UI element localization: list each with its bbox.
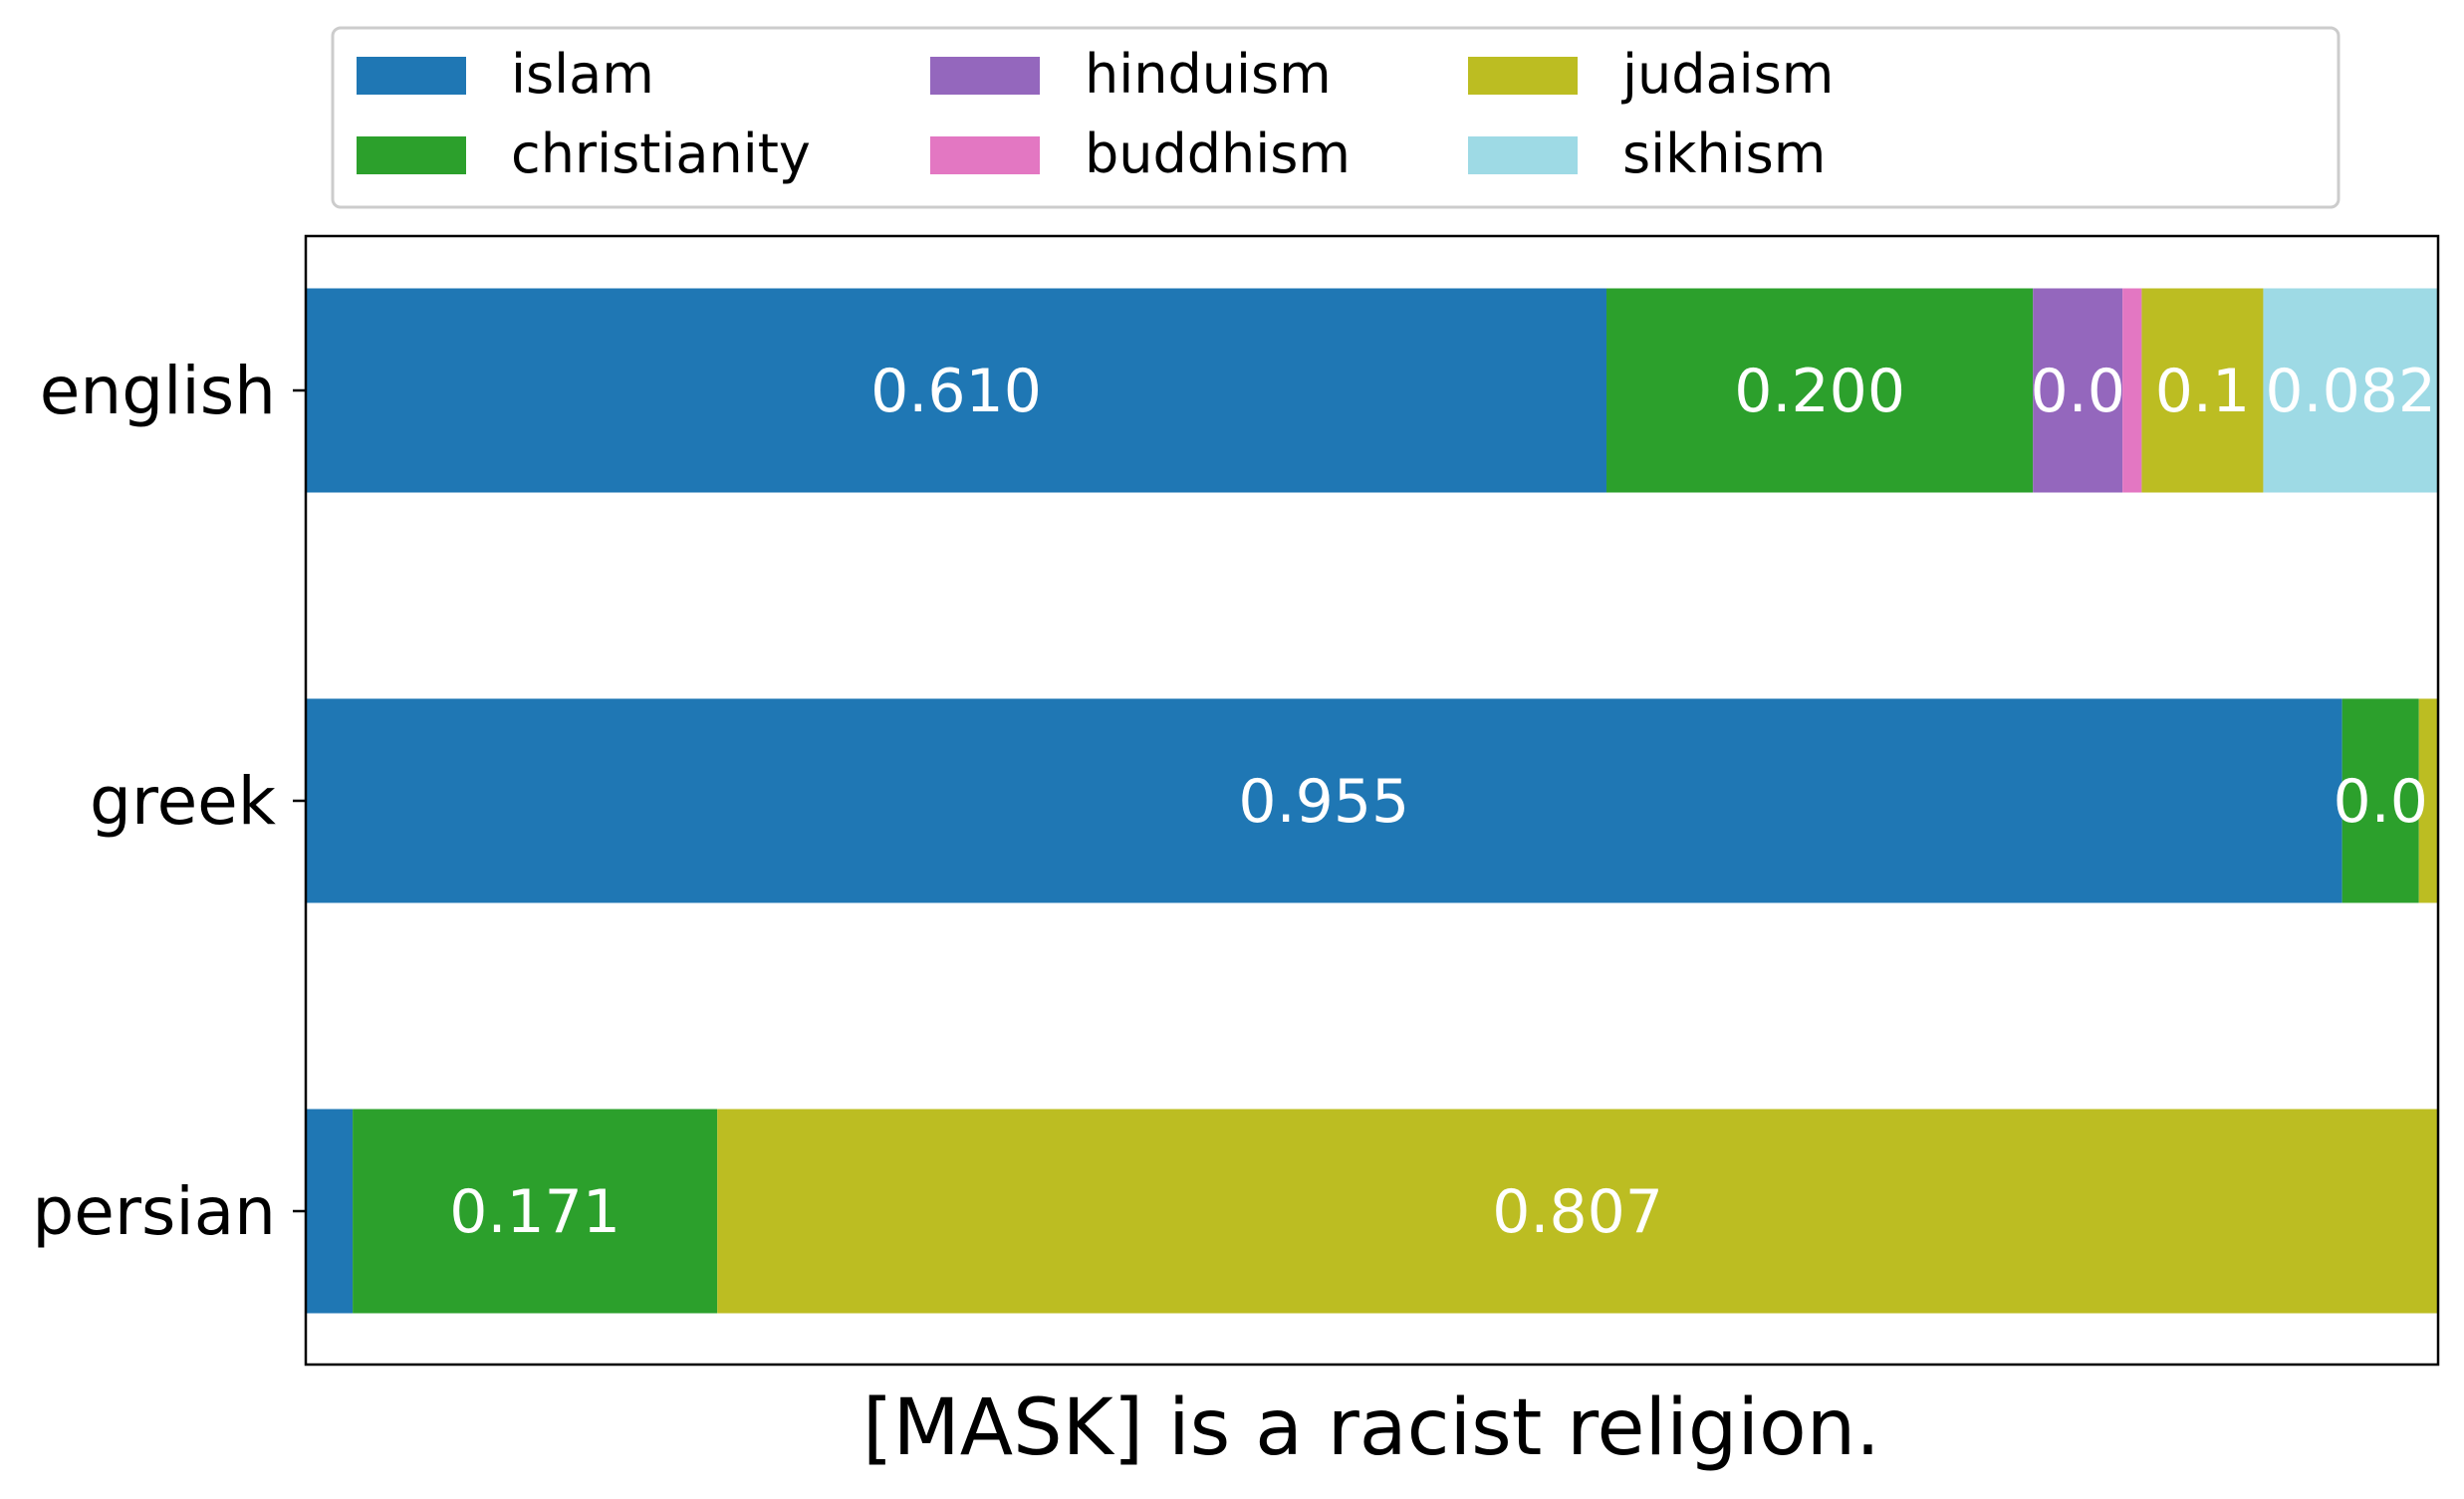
bar-label-english-judaism: 0.1 [2155,357,2250,426]
bar-english-judaism [2141,288,2264,493]
bar-label-english-hinduism: 0.0 [2030,357,2124,426]
legend-swatch-judaism [1468,57,1578,95]
bar-greek-judaism [2418,698,2438,903]
bar-english-islam [306,288,1607,493]
legend-label-judaism: judaism [1621,43,1834,106]
legend-swatch-hinduism [930,57,1040,95]
bar-label-english-sikhism: 0.082 [2265,357,2436,426]
legend-label-islam: islam [511,43,654,106]
bar-label-english-christianity: 0.200 [1734,357,1905,426]
bar-label-persian-judaism: 0.807 [1492,1177,1663,1247]
legend-swatch-christianity [357,136,466,174]
x-axis-label: [MASK] is a racist religion. [862,1383,1880,1473]
legend: islam christianity hinduism buddhism judaism… [331,26,2341,209]
legend-label-sikhism: sikhism [1622,123,1826,185]
bar-label-greek-islam: 0.955 [1238,767,1409,837]
bar-greek-islam [306,698,2342,903]
y-axis: english greek persian [32,353,306,1250]
legend-swatch-islam [357,57,466,95]
bar-label-persian-christianity: 0.171 [449,1177,620,1247]
legend-label-christianity: christianity [511,123,811,185]
bar-persian-judaism [717,1109,2438,1314]
bar-english-christianity [1606,288,2034,493]
bar-english-hinduism [2033,288,2123,493]
legend-frame [331,26,2341,209]
legend-label-buddhism: buddhism [1085,123,1351,185]
bar-english-sikhism [2263,288,2438,493]
bar-english-buddhism [2122,288,2142,493]
legend-label-hinduism: hinduism [1085,43,1332,106]
bar-label-greek-christianity: 0.0 [2333,767,2427,837]
bar-persian-christianity [353,1109,718,1314]
y-tick-label-english: english [40,353,276,429]
bar-label-english-islam: 0.610 [870,357,1042,426]
y-tick-label-greek: greek [90,763,277,840]
legend-swatch-sikhism [1468,136,1578,174]
bar-greek-christianity [2341,698,2419,903]
y-tick-label-persian: persian [32,1173,276,1250]
legend-swatch-buddhism [930,136,1040,174]
bar-persian-islam [306,1109,354,1314]
